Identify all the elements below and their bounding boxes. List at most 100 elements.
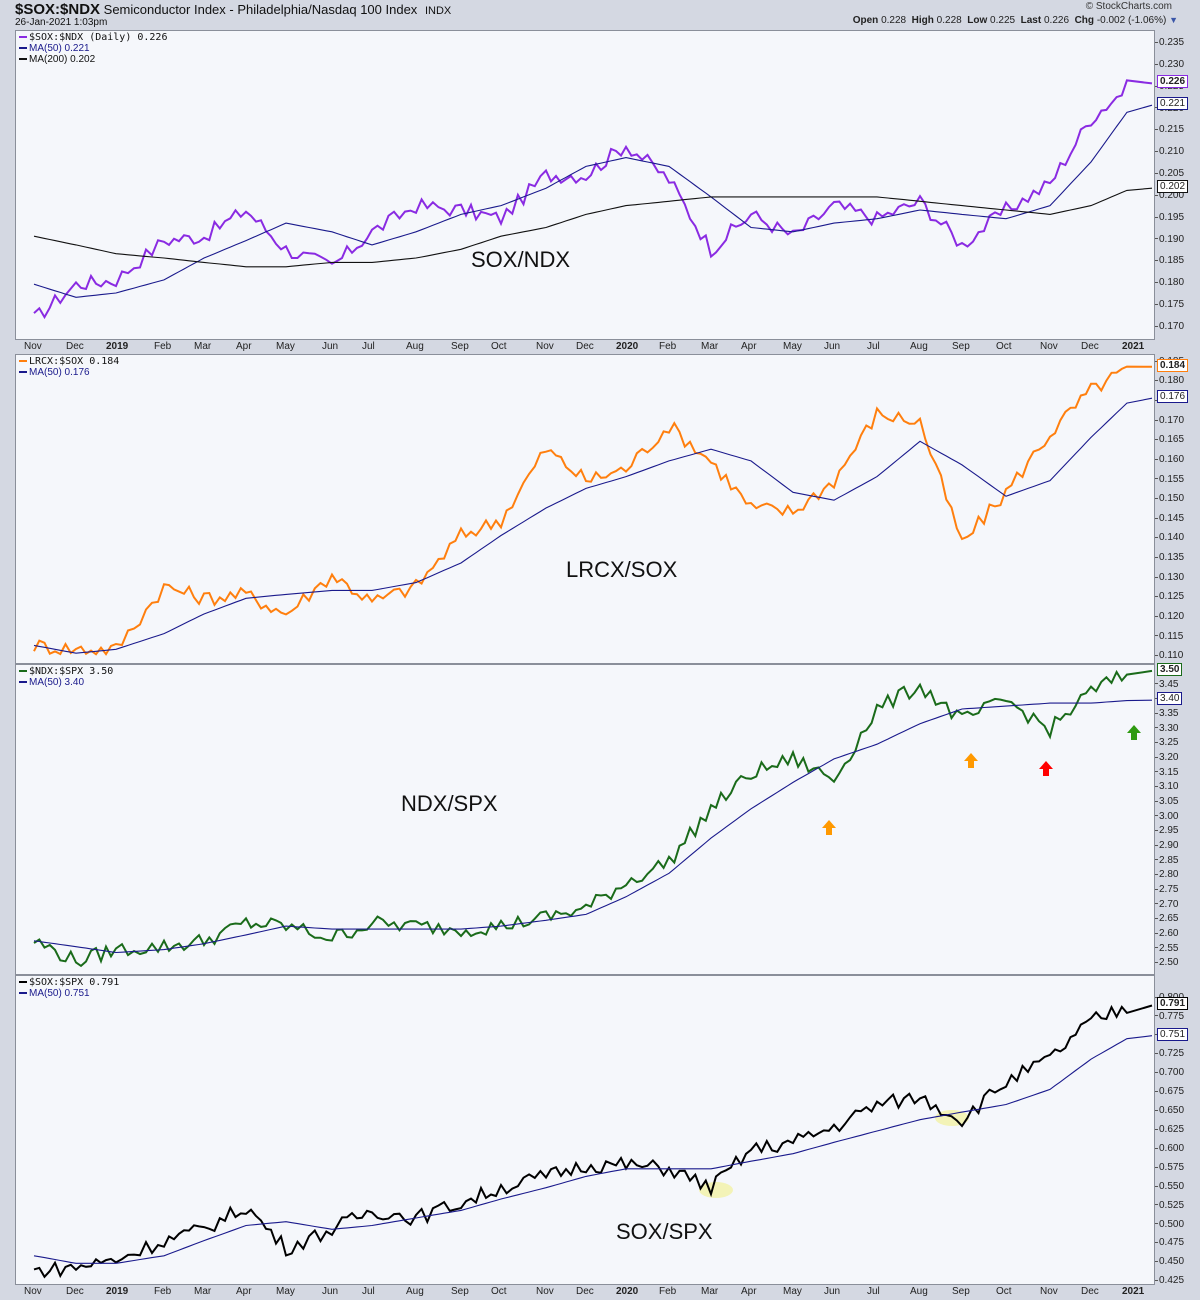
low-label: Low	[967, 15, 988, 26]
tag-ma50-badge: 0.751	[1157, 1027, 1189, 1041]
x-tick-label: Oct	[491, 341, 507, 352]
y-tick-label: 0.115	[1155, 631, 1183, 642]
legend-ma50: MA(50) 0.176	[29, 367, 90, 378]
y-axis-lrcx-sox: 0.1850.1800.1750.1700.1650.1600.1550.150…	[1155, 354, 1200, 664]
x-tick-label: Nov	[536, 1286, 554, 1297]
quote-bar: Open 0.228 High 0.228 Low 0.225 Last 0.2…	[853, 15, 1178, 26]
y-tick-label: 0.175	[1155, 299, 1184, 310]
y-tick-label: 3.20	[1155, 752, 1178, 763]
exchange: INDX	[424, 5, 452, 17]
x-tick-label: May	[783, 1286, 802, 1297]
tag-ma50-badge: 3.40	[1157, 692, 1183, 706]
x-tick-label: Jun	[824, 1286, 841, 1297]
y-tick-label: 0.125	[1155, 591, 1184, 602]
legend-main: $SOX:$NDX (Daily) 0.226	[29, 32, 168, 43]
y-tick-label: 0.550	[1155, 1181, 1184, 1192]
y-tick-label: 0.675	[1155, 1086, 1184, 1097]
x-tick-label: Oct	[491, 1286, 507, 1297]
y-tick-label: 2.60	[1155, 928, 1178, 939]
last-label: Last	[1020, 15, 1042, 26]
y-tick-label: 0.230	[1155, 59, 1184, 70]
y-tick-label: 0.110	[1155, 650, 1183, 661]
y-tick-label: 2.55	[1155, 943, 1178, 954]
y-tick-label: 0.160	[1155, 454, 1184, 465]
x-tick-label: Aug	[406, 1286, 424, 1297]
tag-ma50-badge: 0.176	[1157, 390, 1189, 404]
x-tick-label: Jun	[824, 341, 841, 352]
arrow-up-icon	[1127, 725, 1141, 740]
legend-swatch	[19, 681, 27, 684]
legend-swatch	[19, 360, 27, 363]
panel-label: NDX/SPX	[401, 791, 498, 816]
y-tick-label: 0.170	[1155, 321, 1184, 332]
y-tick-label: 2.90	[1155, 840, 1178, 851]
low-value: 0.225	[990, 15, 1016, 26]
y-tick-label: 0.525	[1155, 1200, 1184, 1211]
legend: $SOX:$SPX 0.791 MA(50) 0.751	[19, 977, 119, 999]
x-tick-label: 2021	[1122, 341, 1145, 352]
y-tick-label: 2.80	[1155, 869, 1178, 880]
ndx-spx-plot	[33, 669, 1153, 968]
x-tick-label: Aug	[910, 1286, 928, 1297]
y-tick-label: 0.475	[1155, 1237, 1184, 1248]
y-tick-label: 2.65	[1155, 913, 1178, 924]
open-label: Open	[852, 15, 879, 26]
x-tick-label: Dec	[66, 1286, 84, 1297]
tag-last-badge: 0.791	[1157, 997, 1189, 1011]
brand-watermark: © StockCharts.com	[1085, 1, 1172, 12]
price-line	[33, 365, 1153, 656]
x-tick-label: 2019	[106, 341, 129, 352]
y-tick-label: 0.120	[1155, 611, 1184, 622]
y-tick-label: 0.145	[1155, 513, 1184, 524]
x-tick-label: Feb	[154, 341, 172, 352]
tag-ma200-badge: 0.202	[1157, 180, 1189, 194]
legend: LRCX:$SOX 0.184 MA(50) 0.176	[19, 356, 119, 378]
open-value: 0.228	[881, 15, 907, 26]
x-tick-label: Jul	[362, 341, 375, 352]
x-tick-label: 2021	[1122, 1286, 1145, 1297]
ma200-line	[33, 187, 1153, 268]
x-tick-label: Apr	[236, 341, 252, 352]
dropdown-triangle-icon[interactable]: ▼	[1169, 15, 1178, 25]
y-tick-label: 0.135	[1155, 552, 1184, 563]
y-tick-label: 3.00	[1155, 811, 1178, 822]
arrow-up-icon	[964, 753, 978, 768]
y-tick-label: 0.625	[1155, 1124, 1184, 1135]
x-tick-label: Dec	[1081, 1286, 1099, 1297]
legend: $SOX:$NDX (Daily) 0.226 MA(50) 0.221 MA(…	[19, 32, 167, 65]
y-tick-label: 2.50	[1155, 957, 1178, 968]
y-tick-label: 0.190	[1155, 234, 1184, 245]
legend-ma200: MA(200) 0.202	[29, 54, 96, 65]
x-tick-label: May	[783, 341, 802, 352]
x-tick-label: Jul	[867, 341, 880, 352]
symbol-description: Semiconductor Index - Philadelphia/Nasda…	[103, 2, 418, 17]
panel-lrcx-sox: LRCX:$SOX 0.184 MA(50) 0.176 LRCX/SOX	[15, 354, 1155, 664]
x-tick-label: Sep	[451, 341, 469, 352]
y-tick-label: 3.25	[1155, 737, 1178, 748]
x-tick-label: 2020	[616, 341, 639, 352]
x-tick-label: Sep	[952, 1286, 970, 1297]
last-value: 0.226	[1043, 15, 1070, 26]
legend-ma50: MA(50) 0.221	[29, 43, 90, 54]
y-tick-label: 0.215	[1155, 124, 1184, 135]
y-axis-sox-ndx: 0.2350.2300.2250.2200.2150.2100.2050.200…	[1155, 30, 1200, 340]
x-tick-label: Sep	[451, 1286, 469, 1297]
high-value: 0.228	[936, 15, 962, 26]
ma50-line	[33, 699, 1153, 954]
y-tick-label: 2.95	[1155, 825, 1178, 836]
panel-label: SOX/SPX	[616, 1219, 713, 1244]
x-tick-label: 2020	[616, 1286, 639, 1297]
legend-swatch	[19, 371, 27, 374]
y-tick-label: 3.15	[1155, 767, 1178, 778]
legend-swatch	[19, 36, 27, 39]
panel-ndx-spx: $NDX:$SPX 3.50 MA(50) 3.40 NDX/SPX	[15, 664, 1155, 975]
price-line	[33, 1004, 1153, 1279]
y-tick-label: 0.150	[1155, 493, 1184, 504]
legend-swatch	[19, 670, 27, 673]
x-tick-label: Apr	[741, 1286, 757, 1297]
y-tick-label: 0.725	[1155, 1048, 1184, 1059]
y-tick-label: 0.575	[1155, 1162, 1184, 1173]
legend-swatch	[19, 992, 27, 995]
y-tick-label: 0.700	[1155, 1067, 1184, 1078]
y-tick-label: 0.200	[1155, 190, 1184, 201]
